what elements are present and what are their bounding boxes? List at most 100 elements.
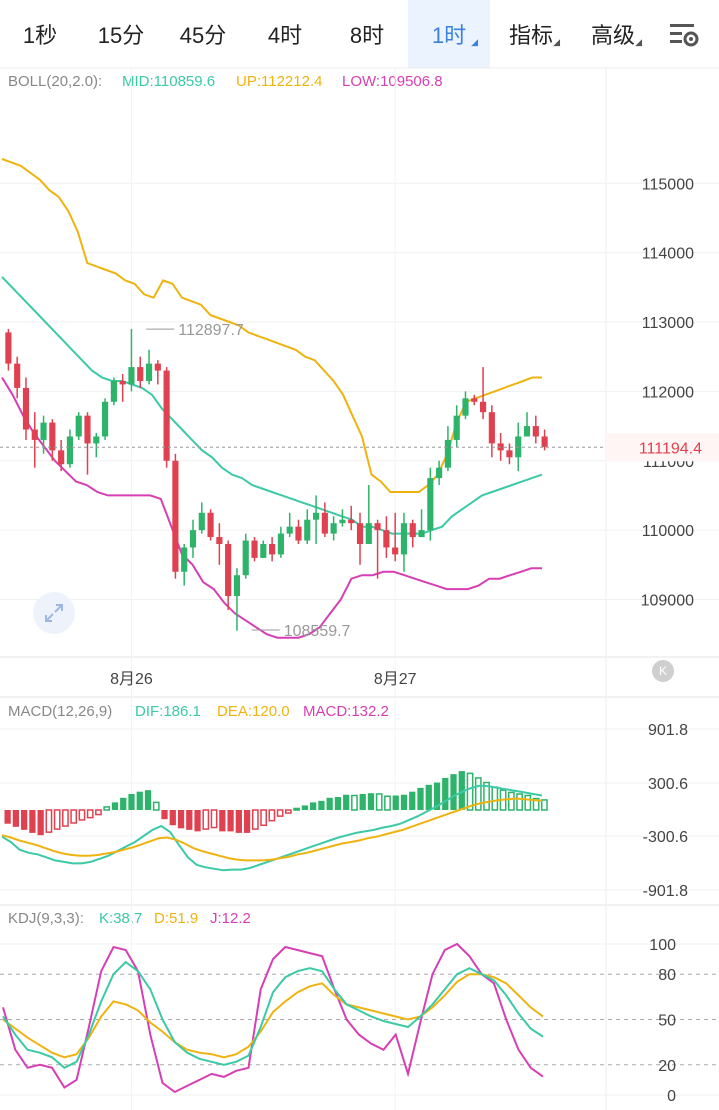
tab-5[interactable]: 1时 ◢: [408, 0, 490, 68]
candle-body: [260, 544, 267, 558]
candle-body: [119, 380, 126, 385]
boll-lower-line: [1, 376, 542, 639]
candle: [497, 433, 504, 461]
macd-histogram-bar: [524, 794, 532, 811]
macd-histogram-bar: [210, 809, 218, 829]
tab-7[interactable]: 高级 ◢: [572, 0, 654, 68]
macd-histogram-bar: [202, 809, 210, 830]
candle-body: [444, 439, 451, 468]
candle: [392, 512, 399, 562]
candle-body: [400, 523, 408, 555]
candle: [225, 540, 232, 610]
candle-body: [75, 415, 82, 437]
candle: [418, 509, 425, 538]
macd-histogram-bar: [169, 810, 176, 826]
candle-body: [84, 415, 91, 444]
macd-legend-name: MACD(12,26,9): [8, 703, 112, 720]
k-logo-badge: K: [652, 660, 674, 682]
candle-body: [365, 523, 372, 544]
candle: [93, 433, 100, 458]
candle: [49, 419, 56, 461]
candle-body: [66, 436, 74, 465]
macd-histogram-bar: [318, 800, 325, 810]
macd-dea-line: [1, 797, 543, 862]
candle: [75, 412, 82, 440]
candle: [84, 412, 91, 475]
tab-3[interactable]: 4时: [244, 0, 326, 68]
tab-label: 15分: [97, 23, 145, 48]
fullscreen-expand-icon[interactable]: [33, 592, 75, 634]
candle: [523, 412, 531, 437]
macd-histogram-bar: [37, 810, 44, 836]
macd-histogram-bar: [540, 799, 548, 811]
candle-body: [58, 450, 65, 465]
candle: [515, 422, 522, 472]
candle-body: [286, 526, 293, 534]
price-tick-label: 109000: [641, 593, 694, 610]
macd-histogram-bar: [62, 809, 69, 827]
candle-body: [137, 367, 144, 381]
macd-tick-label: -300.6: [643, 829, 688, 846]
candle: [242, 533, 249, 579]
chart-settings-icon[interactable]: [664, 18, 704, 50]
macd-histogram-bar: [375, 793, 383, 811]
dropdown-caret-icon: ◢: [471, 37, 478, 47]
kdj-tick-label: 50: [658, 1013, 676, 1030]
kdj-d-line: [2, 973, 544, 1059]
tab-6[interactable]: 指标 ◢: [490, 0, 572, 68]
candle: [427, 467, 434, 541]
macd-histogram-bar: [227, 810, 234, 832]
candle: [277, 526, 284, 558]
candle-body: [409, 523, 416, 538]
candle-body: [374, 523, 381, 531]
kdj-legend-d: D:51.9: [154, 910, 198, 927]
candle-body: [251, 540, 258, 558]
macd-histogram-bar: [409, 791, 416, 810]
tab-1[interactable]: 15分: [80, 0, 162, 68]
macd-tick-label: -901.8: [643, 883, 688, 900]
macd-legend-dif: DIF:186.1: [135, 703, 201, 720]
price-tick-label: 115000: [642, 176, 694, 193]
candle: [383, 516, 390, 558]
candle: [269, 537, 276, 562]
main-grid: 115000 114000 113000 112000 111000 110000 1090…: [0, 67, 719, 1110]
chart-settings-icon-graphic: [670, 24, 699, 47]
macd-histogram-bar: [532, 797, 540, 811]
candle-body: [392, 547, 399, 555]
macd-legend-dea: DEA:120.0: [217, 703, 290, 720]
dropdown-caret-icon: ◢: [553, 37, 560, 47]
price-tick-label: 112000: [642, 384, 694, 401]
kdj-panel: 100 80 50 20 0: [0, 937, 719, 1105]
dropdown-caret-icon: ◢: [635, 37, 642, 47]
macd-tick-label: 300.6: [648, 776, 688, 793]
candle: [207, 509, 214, 541]
candle-body: [321, 512, 328, 534]
candle: [163, 367, 170, 468]
macd-histogram-bar: [285, 809, 292, 814]
boll-legend-up: UP:112212.4: [236, 73, 322, 90]
candle: [102, 398, 109, 440]
macd-histogram-bar: [86, 809, 94, 819]
candle-body: [304, 519, 311, 541]
candle-body: [14, 363, 21, 388]
tab-4[interactable]: 8时: [326, 0, 408, 68]
tab-2[interactable]: 45分: [162, 0, 244, 68]
candle: [189, 519, 197, 558]
date-axis-label: 8月26: [110, 671, 153, 688]
macd-histogram-bar: [392, 795, 399, 810]
candle-body: [506, 450, 513, 458]
tab-0[interactable]: 1秒: [0, 0, 80, 68]
boll-upper-line: [1, 158, 542, 493]
candle: [532, 415, 539, 444]
kdj-j-line: [2, 942, 544, 1094]
macd-histogram-bar: [235, 810, 242, 833]
price-tick-label: 113000: [642, 315, 694, 332]
macd-histogram-bar: [491, 786, 499, 811]
candle: [479, 367, 487, 420]
macd-histogram-bar: [474, 777, 482, 811]
macd-histogram-bar: [458, 771, 465, 810]
macd-tick-label: 901.8: [648, 722, 688, 739]
candle-body: [523, 426, 531, 437]
candle-body: [49, 422, 56, 451]
